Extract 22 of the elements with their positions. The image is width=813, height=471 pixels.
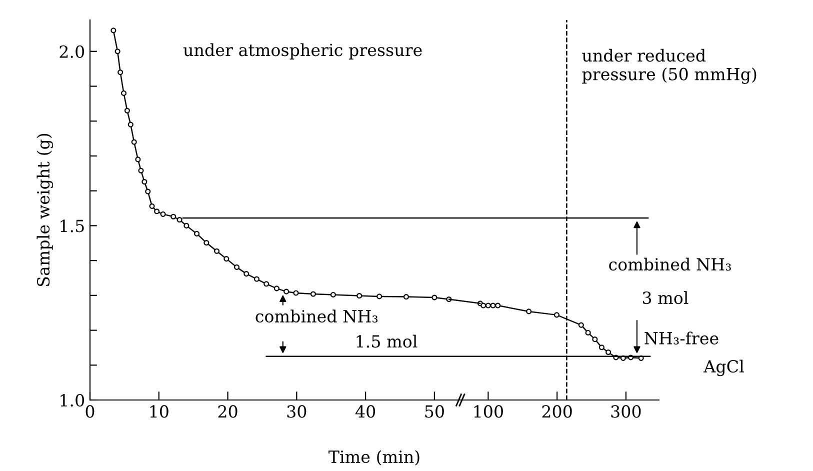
x-tick-label: 20 [218, 405, 238, 418]
y-tick-label: 1.5 [60, 220, 84, 232]
x-tick-label: 10 [150, 405, 168, 418]
annotation: combined NH₃ [609, 258, 731, 271]
annotation: combined NH₃ [256, 310, 378, 323]
x-tick-label: 100 [474, 405, 503, 418]
x-tick-label: 200 [542, 405, 572, 418]
y-axis-title: Sample weight (g) [36, 134, 54, 286]
y-tick-label: 2.0 [60, 45, 84, 58]
x-tick-label: 50 [425, 405, 444, 418]
y-tick-label: 1.0 [60, 394, 84, 407]
text: AgCl [704, 360, 744, 376]
x-tick-label: 0 [86, 405, 94, 418]
x-tick-label: 30 [287, 405, 306, 418]
annotation: under reduced pressure (50 mmHg) [582, 48, 756, 84]
x-tick-label: 40 [355, 405, 376, 418]
x-tick-label: 300 [611, 405, 641, 418]
annotation: 1.5 mol [356, 334, 418, 348]
annotation: under atmospheric pressure [183, 43, 422, 60]
annotation: 3 mol [642, 291, 688, 304]
annotation: NH₃-free [644, 332, 718, 345]
x-axis-title: Time (min) [328, 450, 420, 466]
